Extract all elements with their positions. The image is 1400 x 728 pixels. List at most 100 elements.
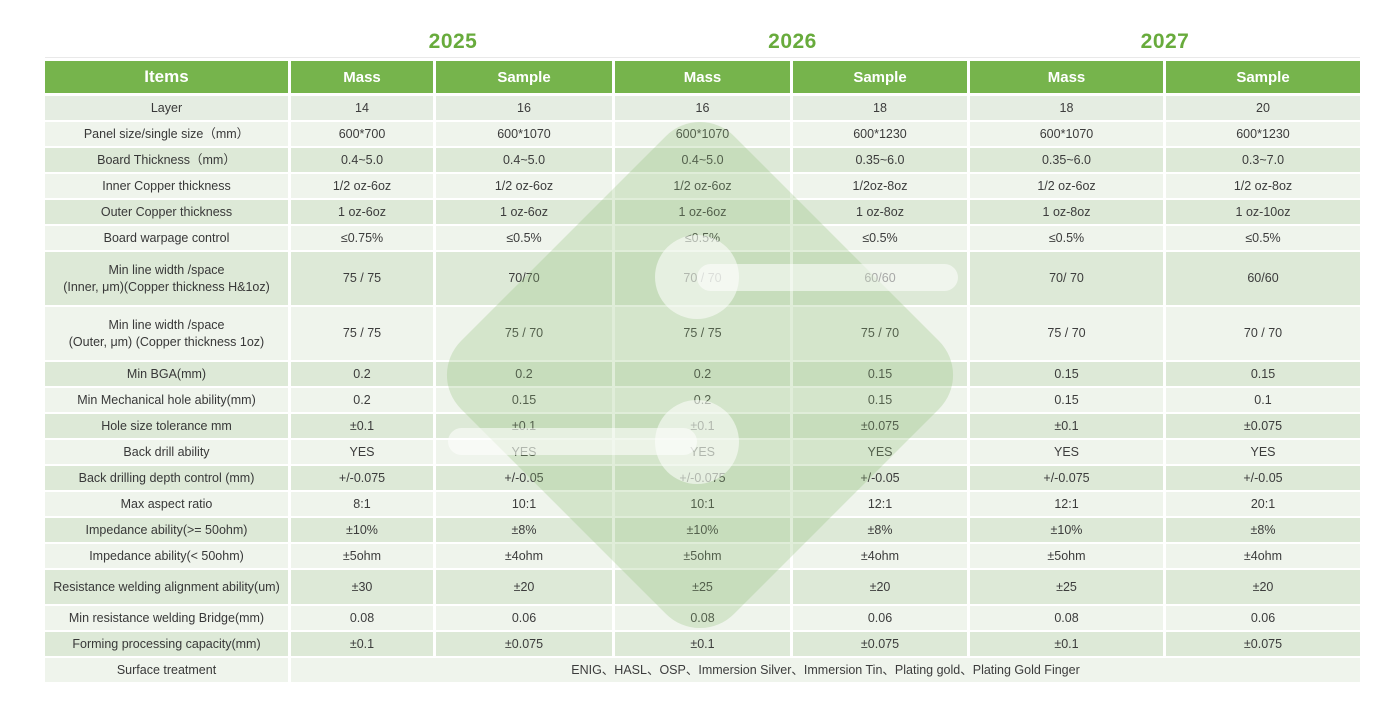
cell-value: +/-0.075 [970, 466, 1166, 492]
table-body: Layer 14 16 16 18 18 20 Panel size/single siz… [45, 96, 1360, 658]
cell-value: 75 / 75 [615, 307, 793, 362]
cell-value: 1/2 oz-8oz [1166, 174, 1360, 200]
cell-value: ±25 [615, 570, 793, 606]
cell-value: ≤0.5% [970, 226, 1166, 252]
cell-value: 70 / 70 [615, 252, 793, 307]
cell-value: 0.35~6.0 [793, 148, 970, 174]
cell-value: ±0.1 [615, 414, 793, 440]
cell-value: 12:1 [970, 492, 1166, 518]
cell-value: 0.2 [615, 388, 793, 414]
cell-value: +/-0.05 [793, 466, 970, 492]
table-row: Hole size tolerance mm ±0.1 ±0.1 ±0.1 ±0.07… [45, 414, 1360, 440]
cell-value: ±0.075 [436, 632, 615, 658]
cell-value: 0.2 [291, 388, 436, 414]
row-label: Back drill ability [45, 440, 291, 466]
cell-value: 1/2 oz-6oz [291, 174, 436, 200]
cell-value: 1 oz-6oz [291, 200, 436, 226]
cell-value: 1/2oz-8oz [793, 174, 970, 200]
cell-value: 16 [615, 96, 793, 122]
year-spacer [45, 26, 291, 58]
table-row: Max aspect ratio 8:1 10:1 10:1 12:1 12:1 20:1 [45, 492, 1360, 518]
table-row: Forming processing capacity(mm) ±0.1 ±0.0… [45, 632, 1360, 658]
row-label: Outer Copper thickness [45, 200, 291, 226]
table-row: Back drilling depth control (mm) +/-0.07… [45, 466, 1360, 492]
cell-value: 0.15 [970, 362, 1166, 388]
cell-value: 0.15 [793, 388, 970, 414]
cell-value: 75 / 75 [291, 307, 436, 362]
header-sample-2027: Sample [1166, 58, 1360, 96]
cell-value: ±8% [793, 518, 970, 544]
cell-value: 0.4~5.0 [615, 148, 793, 174]
row-label: Min line width /space (Inner, μm)(Copper… [45, 252, 291, 307]
cell-value: 1 oz-6oz [615, 200, 793, 226]
cell-value: 0.08 [970, 606, 1166, 632]
row-label: Impedance ability(>= 50ohm) [45, 518, 291, 544]
cell-value: 60/60 [1166, 252, 1360, 307]
cell-value: ±20 [1166, 570, 1360, 606]
table-row: Outer Copper thickness 1 oz-6oz 1 oz-6oz 1… [45, 200, 1360, 226]
cell-value: YES [291, 440, 436, 466]
header-mass-2025: Mass [291, 58, 436, 96]
cell-value: 70/ 70 [970, 252, 1166, 307]
cell-value: ≤0.5% [436, 226, 615, 252]
cell-value: 0.15 [1166, 362, 1360, 388]
row-label: Max aspect ratio [45, 492, 291, 518]
pcb-capability-table: 2025 2026 2027 Items Mass Sample Mass Sa… [45, 26, 1360, 684]
cell-value: YES [793, 440, 970, 466]
cell-value: 10:1 [615, 492, 793, 518]
header-items: Items [45, 58, 291, 96]
cell-value: 1 oz-6oz [436, 200, 615, 226]
row-label: Panel size/single size（mm） [45, 122, 291, 148]
table-row: Panel size/single size（mm） 600*700 600*10… [45, 122, 1360, 148]
row-label: Board warpage control [45, 226, 291, 252]
cell-value: 16 [436, 96, 615, 122]
cell-value: ≤0.5% [615, 226, 793, 252]
cell-value: ±0.1 [615, 632, 793, 658]
row-label: Min Mechanical hole ability(mm) [45, 388, 291, 414]
cell-value: +/-0.05 [1166, 466, 1360, 492]
cell-value: ±20 [793, 570, 970, 606]
cell-value: +/-0.075 [291, 466, 436, 492]
cell-value: 1 oz-10oz [1166, 200, 1360, 226]
table-row: Min resistance welding Bridge(mm) 0.08 0.… [45, 606, 1360, 632]
cell-value: ±25 [970, 570, 1166, 606]
cell-value: ±5ohm [970, 544, 1166, 570]
cell-value: 0.4~5.0 [291, 148, 436, 174]
cell-value: 70/70 [436, 252, 615, 307]
cell-value: YES [1166, 440, 1360, 466]
table-row: Min line width /space (Outer, μm) (Coppe… [45, 307, 1360, 362]
table-row: Min Mechanical hole ability(mm) 0.2 0.15 0… [45, 388, 1360, 414]
cell-value: 1 oz-8oz [793, 200, 970, 226]
cell-value: 0.1 [1166, 388, 1360, 414]
cell-value: ≤0.75% [291, 226, 436, 252]
cell-value: 0.06 [793, 606, 970, 632]
surface-treatment-value: ENIG、HASL、OSP、Immersion Silver、Immersion… [291, 658, 1360, 684]
cell-value: ±5ohm [615, 544, 793, 570]
row-label: Hole size tolerance mm [45, 414, 291, 440]
cell-value: 1 oz-8oz [970, 200, 1166, 226]
cell-value: 0.06 [1166, 606, 1360, 632]
cell-value: ±4ohm [436, 544, 615, 570]
table-row: Board Thickness（mm） 0.4~5.0 0.4~5.0 0.4~5.… [45, 148, 1360, 174]
table-row: Min line width /space (Inner, μm)(Copper… [45, 252, 1360, 307]
cell-value: ±0.1 [970, 414, 1166, 440]
cell-value: 8:1 [291, 492, 436, 518]
table-row: Back drill ability YES YES YES YES YES YES [45, 440, 1360, 466]
cell-value: ±0.075 [793, 632, 970, 658]
header-row: Items Mass Sample Mass Sample Mass Sampl… [45, 58, 1360, 96]
table-row: Resistance welding alignment ability(um)… [45, 570, 1360, 606]
table-row: Min BGA(mm) 0.2 0.2 0.2 0.15 0.15 0.15 [45, 362, 1360, 388]
cell-value: 0.2 [436, 362, 615, 388]
cell-value: ±10% [615, 518, 793, 544]
table-row: Layer 14 16 16 18 18 20 [45, 96, 1360, 122]
row-label: Min resistance welding Bridge(mm) [45, 606, 291, 632]
cell-value: 600*1070 [970, 122, 1166, 148]
table-row: Impedance ability(>= 50ohm) ±10% ±8% ±10% ±… [45, 518, 1360, 544]
cell-value: 0.08 [615, 606, 793, 632]
cell-value: 18 [793, 96, 970, 122]
header-mass-2026: Mass [615, 58, 793, 96]
cell-value: 12:1 [793, 492, 970, 518]
surface-treatment-row: Surface treatment ENIG、HASL、OSP、Immersio… [45, 658, 1360, 684]
cell-value: 0.2 [291, 362, 436, 388]
cell-value: 60/60 [793, 252, 970, 307]
